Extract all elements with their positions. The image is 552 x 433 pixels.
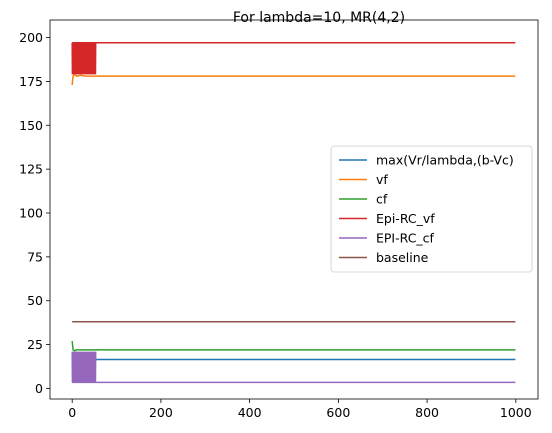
x-tick-label: 200 [149,405,173,420]
y-tick-label: 100 [19,206,43,221]
x-axis: 0 200 400 600 800 1000 [68,399,532,420]
y-tick-label: 25 [27,337,43,352]
legend: max(Vr/lambda,(b-Vc) vf cf Epi-RC_vf EPI-RC_… [330,145,533,273]
x-tick-label: 400 [238,405,262,420]
y-axis: 0 25 50 75 100 125 150 175 200 [19,30,50,396]
axes-frame [49,19,539,400]
y-tick-label: 200 [19,30,43,45]
series-4-oscillation [71,42,97,75]
legend-box [330,145,533,273]
y-tick-label: 150 [19,118,43,133]
series-3-line [71,341,516,352]
y-tick-label: 125 [19,162,43,177]
y-tick-label: 50 [27,293,43,308]
plot-area [71,42,516,384]
x-tick-label: 800 [415,405,439,420]
series-layer [71,42,516,384]
x-tick-label: 0 [68,405,76,420]
legend-label: cf [376,192,388,207]
legend-label: vf [376,172,388,187]
legend-label: max(Vr/lambda,(b-Vc) [376,153,514,168]
series-5-oscillation [71,351,97,383]
legend-label: baseline [376,250,429,265]
y-tick-label: 175 [19,74,43,89]
series-2-line [71,73,516,85]
legend-label: Epi-RC_vf [376,211,435,226]
legend-label: EPI-RC_cf [376,231,435,246]
x-tick-label: 600 [326,405,350,420]
y-tick-label: 75 [27,249,43,264]
chart-title: For lambda=10, MR(4,2) [233,10,405,26]
y-tick-label: 0 [35,381,43,396]
x-tick-label: 1000 [500,405,532,420]
